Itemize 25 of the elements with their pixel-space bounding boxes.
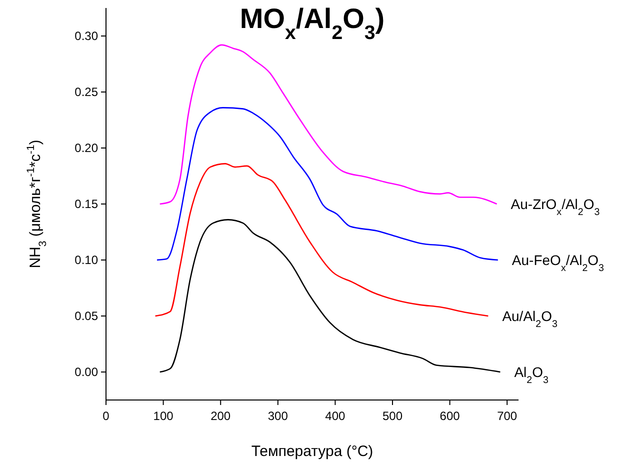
- x-tick-label: 400: [325, 409, 346, 423]
- series-label: Au-FeO$_{x}$/Al$_{2}$O$_{3}$: [512, 252, 605, 274]
- chart-title: MO$_{x}$/Al$_{2}$O$_{3}$): [240, 3, 385, 44]
- y-tick-label: 0.15: [74, 197, 98, 211]
- line-series: [159, 219, 501, 373]
- x-tick-label: 100: [153, 409, 174, 423]
- y-tick-label: 0.25: [74, 85, 98, 99]
- x-tick-label: 700: [497, 409, 518, 423]
- y-tick-label: 0.30: [74, 29, 98, 43]
- y-tick-label: 0.00: [74, 365, 98, 379]
- x-tick-label: 300: [268, 409, 288, 423]
- x-tick-label: 0: [102, 409, 110, 423]
- line-series: [159, 44, 498, 205]
- x-axis-title: Температура (°C): [251, 443, 374, 460]
- x-tick-label: 600: [440, 409, 460, 423]
- y-tick-label: 0.05: [74, 309, 98, 323]
- y-tick-label: 0.20: [74, 141, 98, 155]
- x-tick-label: 500: [382, 409, 403, 423]
- line-series: [156, 107, 499, 261]
- line-series: [154, 163, 489, 317]
- series-label: Au/Al$_{2}$O$_{3}$: [502, 308, 558, 330]
- series-label: Al$_{2}$O$_{3}$: [514, 364, 550, 386]
- x-tick-label: 200: [210, 409, 231, 423]
- y-tick-label: 0.10: [74, 253, 98, 267]
- series-label: Au-ZrO$_{x}$/Al$_{2}$O$_{3}$: [510, 196, 600, 218]
